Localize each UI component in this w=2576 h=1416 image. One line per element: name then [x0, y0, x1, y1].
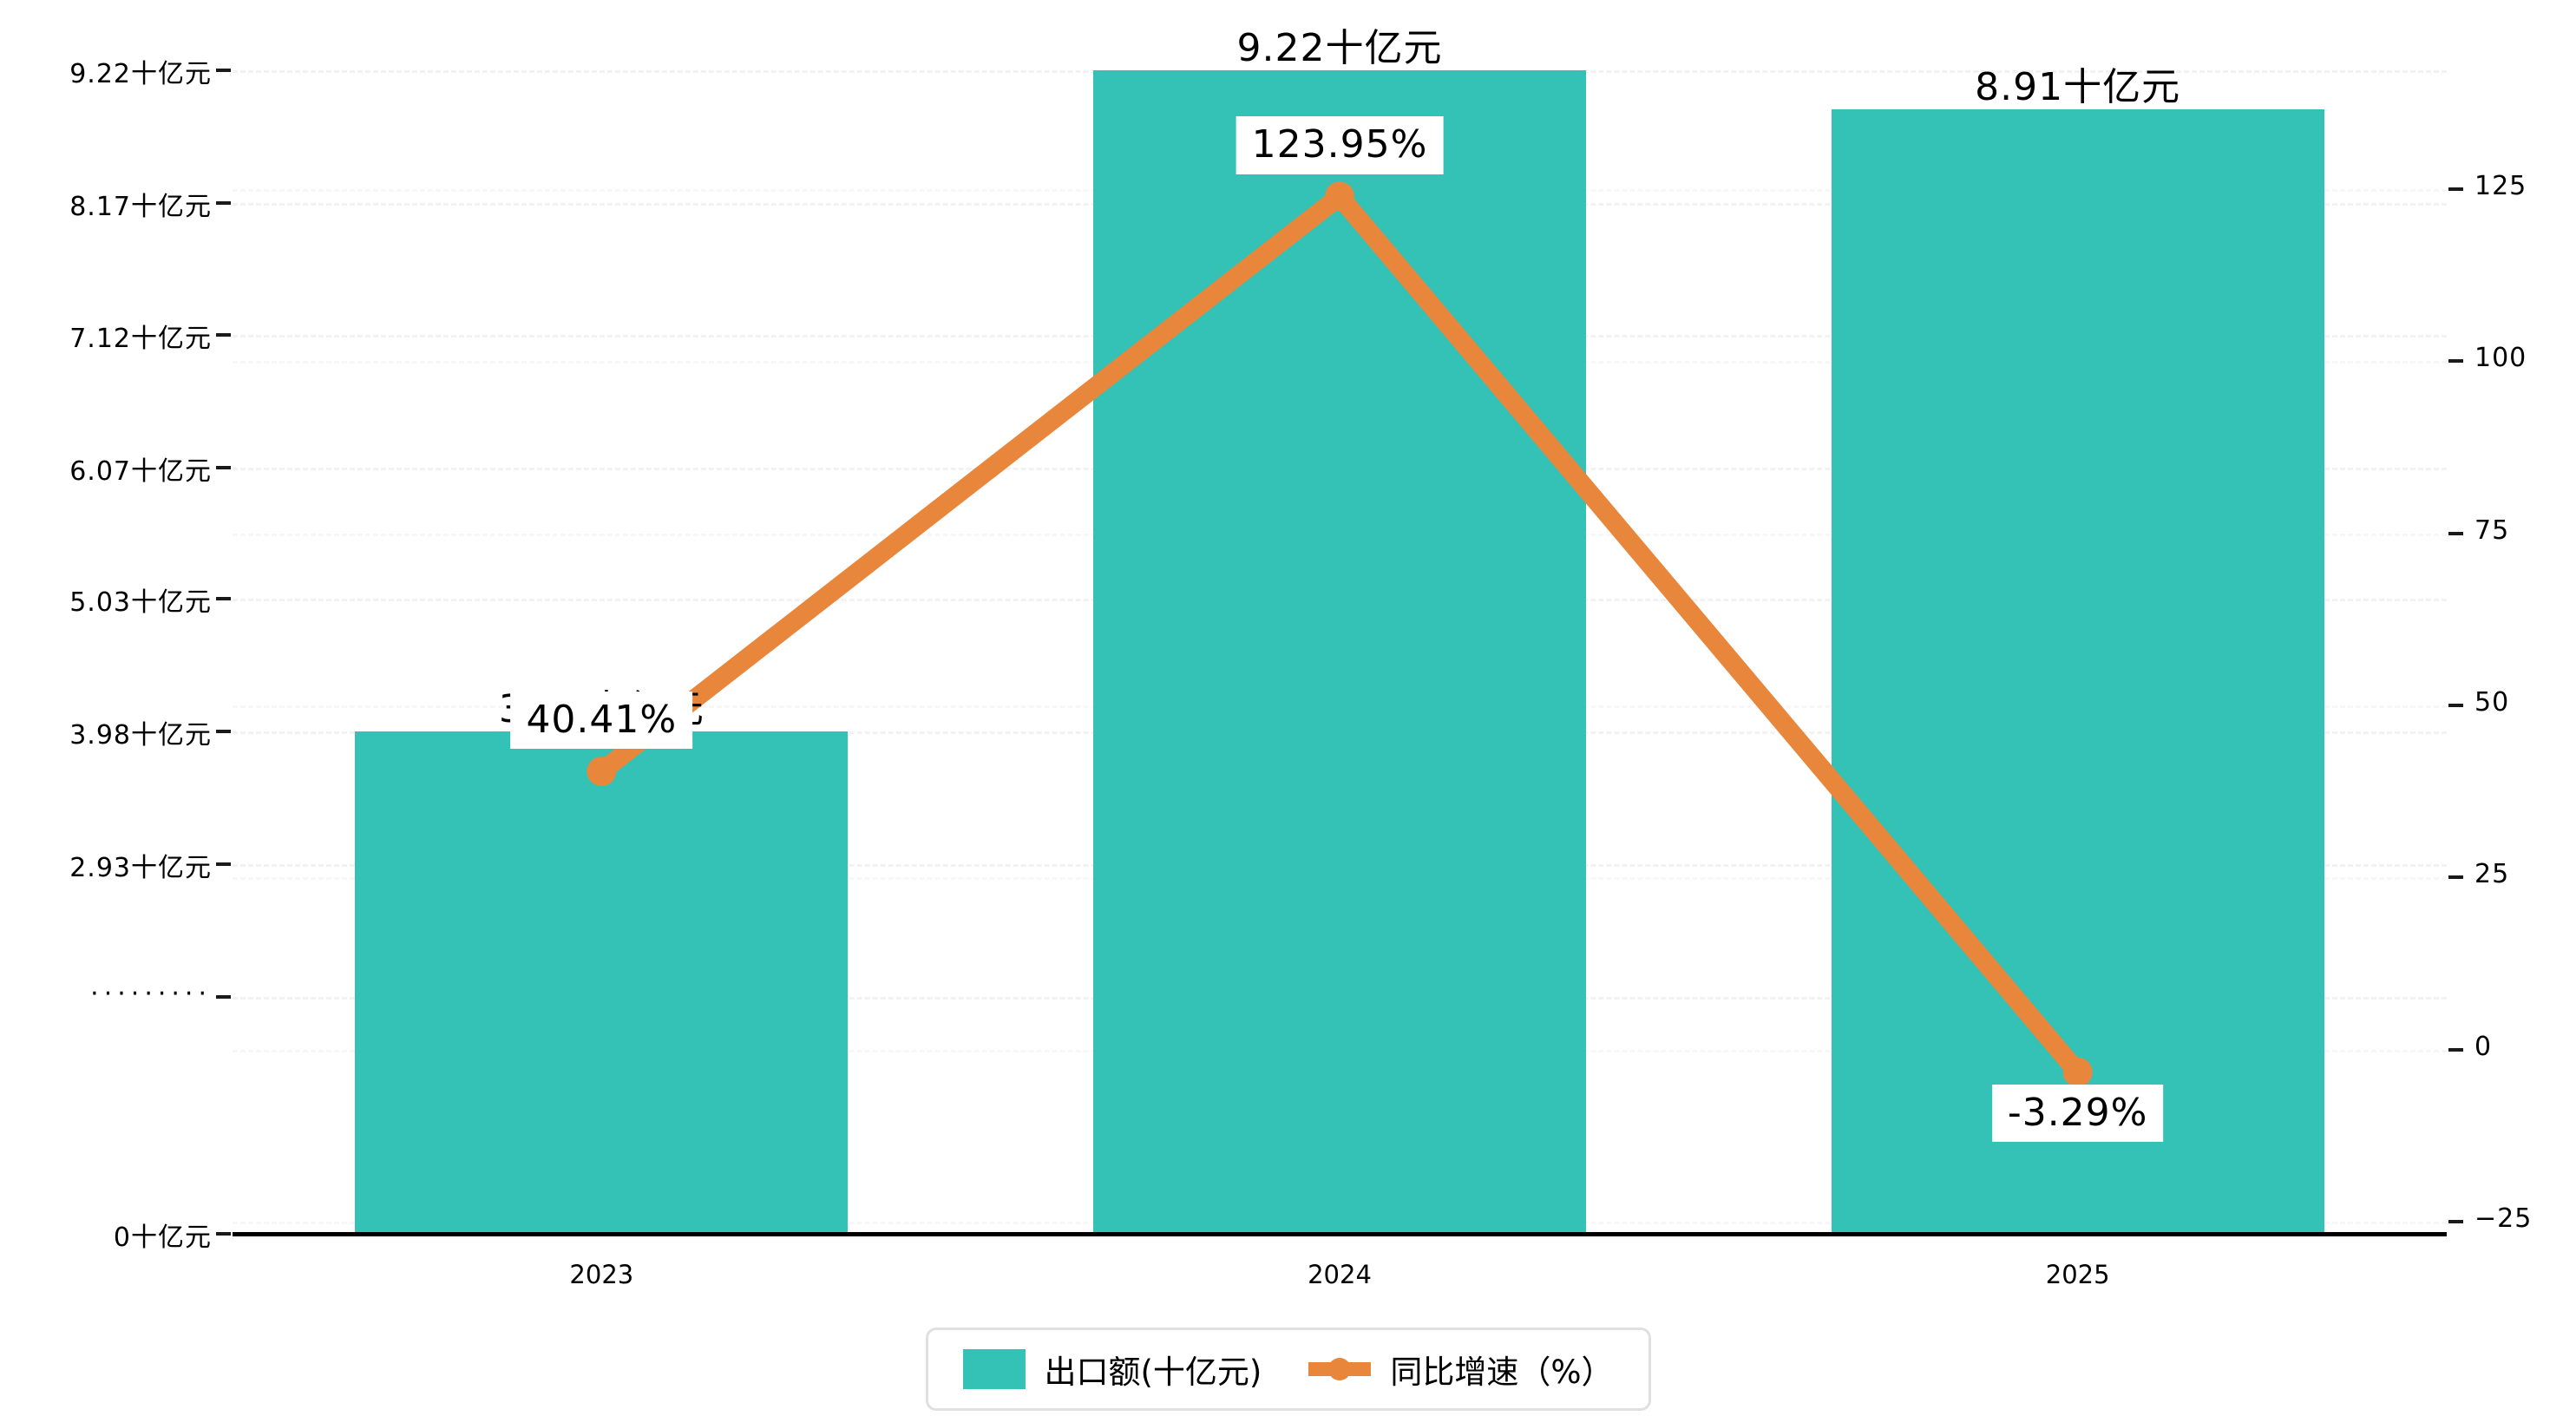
- y-axis-right-label: 25: [2474, 859, 2510, 890]
- bar-2025[interactable]: [1831, 109, 2324, 1234]
- bar-2023[interactable]: [355, 731, 849, 1234]
- y-axis-left-tick: [216, 69, 231, 72]
- y-axis-left-label: 2.93十亿元: [69, 852, 212, 883]
- x-axis-label-2024: 2024: [1308, 1260, 1372, 1289]
- y-axis-left-label: 6.07十亿元: [69, 456, 212, 488]
- y-axis-left-label: 8.17十亿元: [69, 191, 212, 222]
- y-axis-left-label: 3.98十亿元: [69, 720, 212, 751]
- y-axis-right-tick: [2448, 187, 2463, 191]
- y-axis-right-tick: [2448, 531, 2463, 535]
- y-axis-right-tick: [2448, 704, 2463, 707]
- line-value-label-2024: 123.95%: [1236, 116, 1444, 174]
- y-axis-left-tick: [216, 466, 231, 470]
- legend-swatch-line-icon: [1308, 1349, 1372, 1389]
- y-axis-left-tick: [216, 597, 231, 601]
- legend-item-line[interactable]: 同比增速（%）: [1308, 1346, 1614, 1393]
- y-axis-right-label: 50: [2474, 687, 2510, 718]
- legend-item-bar[interactable]: 出口额(十亿元): [962, 1346, 1262, 1393]
- legend-label-bar: 出口额(十亿元): [1044, 1354, 1262, 1391]
- y-axis-left-tick: [216, 862, 231, 866]
- y-axis-left-label: ·········: [90, 978, 212, 1009]
- line-value-label-2025: -3.29%: [1991, 1084, 2164, 1142]
- y-axis-left-label: 0十亿元: [113, 1223, 212, 1253]
- x-axis-label-2025: 2025: [2045, 1260, 2110, 1289]
- bar-value-label-2025: 8.91十亿元: [1975, 65, 2181, 110]
- y-axis-left-tick: [216, 333, 231, 338]
- x-axis-label-2023: 2023: [569, 1260, 634, 1289]
- y-axis-left-label: 7.12十亿元: [69, 324, 212, 355]
- y-axis-right-label: −25: [2474, 1203, 2533, 1234]
- y-axis-right-tick: [2448, 1047, 2463, 1052]
- y-axis-right-label: 75: [2474, 515, 2510, 546]
- bars-layer: [233, 9, 2447, 1234]
- y-axis-right-tick: [2448, 875, 2463, 880]
- y-axis-left-tick: [216, 994, 231, 999]
- y-axis-right-label: 125: [2474, 171, 2527, 201]
- y-axis-left-tick: [216, 730, 231, 734]
- y-axis-left-tick: [216, 200, 231, 205]
- bar-2024[interactable]: [1093, 70, 1586, 1234]
- x-axis-line: [233, 1232, 2447, 1236]
- chart-legend[interactable]: 出口额(十亿元) 同比增速（%）: [925, 1328, 1651, 1411]
- y-axis-right-tick: [2448, 359, 2463, 364]
- y-axis-right-label: 0: [2474, 1031, 2493, 1062]
- bar-value-label-2024: 9.22十亿元: [1236, 26, 1443, 70]
- y-axis-right-label: 100: [2474, 343, 2527, 374]
- legend-swatch-bar-icon: [962, 1349, 1026, 1389]
- y-axis-left-label: 9.22十亿元: [69, 59, 212, 89]
- line-value-label-2023: 40.41%: [510, 692, 693, 750]
- y-axis-left-label: 5.03十亿元: [69, 587, 212, 619]
- y-axis-right-tick: [2448, 1220, 2463, 1223]
- y-axis-left-tick: [216, 1232, 231, 1236]
- legend-label-line: 同比增速（%）: [1390, 1354, 1614, 1391]
